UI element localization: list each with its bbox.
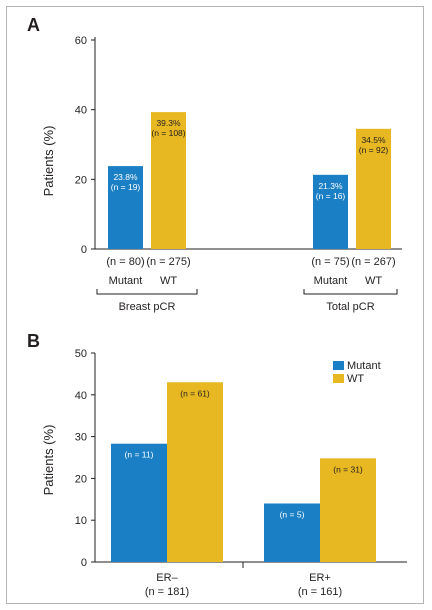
panel-b-bars: (n = 11) (n = 61) ER– (n = 181) (n = 5) (n = … xyxy=(111,382,376,598)
legend-swatch-wt xyxy=(333,374,344,383)
bar-n-label-er-pos-mutant: (n = 5) xyxy=(280,509,305,519)
group-label-total-pcr: Total pCR xyxy=(326,301,374,313)
bar-er-pos-mutant xyxy=(264,503,320,562)
bar-total-label-total-pcr-mutant: (n = 75) xyxy=(311,256,349,268)
panel-a: A 0 20 40 60 Patients (%) 23.8%(n = 19) (n =… xyxy=(27,15,402,313)
panel-b-legend: Mutant WT xyxy=(333,360,381,385)
panel-a-y-ticks: 0 20 40 60 xyxy=(75,35,95,256)
panel-a-y-tick-label: 0 xyxy=(81,244,87,256)
bar-series-label-breast-pcr-wt: WT xyxy=(160,275,177,287)
bar-pct-label-total-pcr-mutant: 21.3% xyxy=(318,181,343,191)
panel-a-y-axis-title: Patients (%) xyxy=(41,126,56,197)
panel-a-y-tick-label: 40 xyxy=(75,105,87,117)
bar-total-label-breast-pcr-mutant: (n = 80) xyxy=(106,256,144,268)
legend-label-wt: WT xyxy=(347,373,364,385)
panel-b-y-tick-label: 30 xyxy=(75,432,87,444)
bar-breast-pcr-wt xyxy=(151,112,186,249)
figure: A 0 20 40 60 Patients (%) 23.8% (n = 19) (n =… xyxy=(6,6,424,604)
bar-n-label-er-neg-mutant: (n = 11) xyxy=(125,450,154,460)
bar-total-pcr-mutant xyxy=(313,174,348,249)
panel-b-y-tick-label: 10 xyxy=(75,515,87,527)
panel-b-y-ticks: 0 10 20 30 40 50 xyxy=(75,348,95,569)
group-n-label-er-pos: (n = 161) xyxy=(298,586,342,598)
panel-b-y-tick-label: 40 xyxy=(75,390,87,402)
bar-series-label-total-pcr-mutant: Mutant xyxy=(314,275,348,287)
bar-breast-pcr-mutant xyxy=(108,166,143,249)
bar-n-label-er-pos-wt: (n = 31) xyxy=(333,464,363,474)
bar-n-label-breast-pcr-wt: (n = 108) xyxy=(151,128,185,138)
bar-total-label-breast-pcr-wt: (n = 275) xyxy=(146,256,190,268)
panel-b-y-tick-label: 20 xyxy=(75,473,87,485)
group-bracket-total-pcr xyxy=(303,289,398,295)
group-bracket-breast-pcr xyxy=(96,289,198,295)
panel-b-y-tick-label: 50 xyxy=(75,348,87,360)
panel-a-y-tick-label: 20 xyxy=(75,174,87,186)
group-n-label-er-neg: (n = 181) xyxy=(145,586,189,598)
bar-pct-label-total-pcr-wt: 34.5% xyxy=(361,135,386,145)
panel-b-letter: B xyxy=(27,331,40,351)
bar-n-label-breast-pcr-mutant: (n = 19) xyxy=(111,182,141,192)
figure-svg: A 0 20 40 60 Patients (%) 23.8%(n = 19) (n =… xyxy=(27,15,407,598)
bar-er-neg-wt xyxy=(167,382,223,562)
panel-a-y-tick-label: 60 xyxy=(75,35,87,47)
group-label-er-neg: ER– xyxy=(156,572,178,584)
group-label-breast-pcr: Breast pCR xyxy=(119,301,176,313)
panel-b-y-tick-label: 0 xyxy=(81,557,87,569)
panel-b-y-axis-title: Patients (%) xyxy=(41,425,56,496)
bar-n-label-er-neg-wt: (n = 61) xyxy=(180,388,210,398)
bar-series-label-breast-pcr-mutant: Mutant xyxy=(109,275,143,287)
bar-pct-label-breast-pcr-mutant: 23.8% xyxy=(113,172,138,182)
group-label-er-pos: ER+ xyxy=(309,572,331,584)
bar-total-pcr-wt xyxy=(356,128,391,249)
bar-n-label-total-pcr-mutant: (n = 16) xyxy=(316,191,346,201)
bar-series-label-total-pcr-wt: WT xyxy=(365,275,382,287)
bar-pct-label-breast-pcr-wt: 39.3% xyxy=(156,118,181,128)
legend-swatch-mutant xyxy=(333,361,344,370)
legend-label-mutant: Mutant xyxy=(347,360,381,372)
bar-total-label-total-pcr-wt: (n = 267) xyxy=(351,256,395,268)
panel-a-bars: 23.8%(n = 19) (n = 80) Mutant 39.3%(n = 108… xyxy=(96,112,398,313)
panel-a-letter: A xyxy=(27,15,40,35)
bar-er-pos-wt xyxy=(320,458,376,562)
bar-n-label-total-pcr-wt: (n = 92) xyxy=(359,145,389,155)
bar-er-neg-mutant xyxy=(111,443,167,562)
